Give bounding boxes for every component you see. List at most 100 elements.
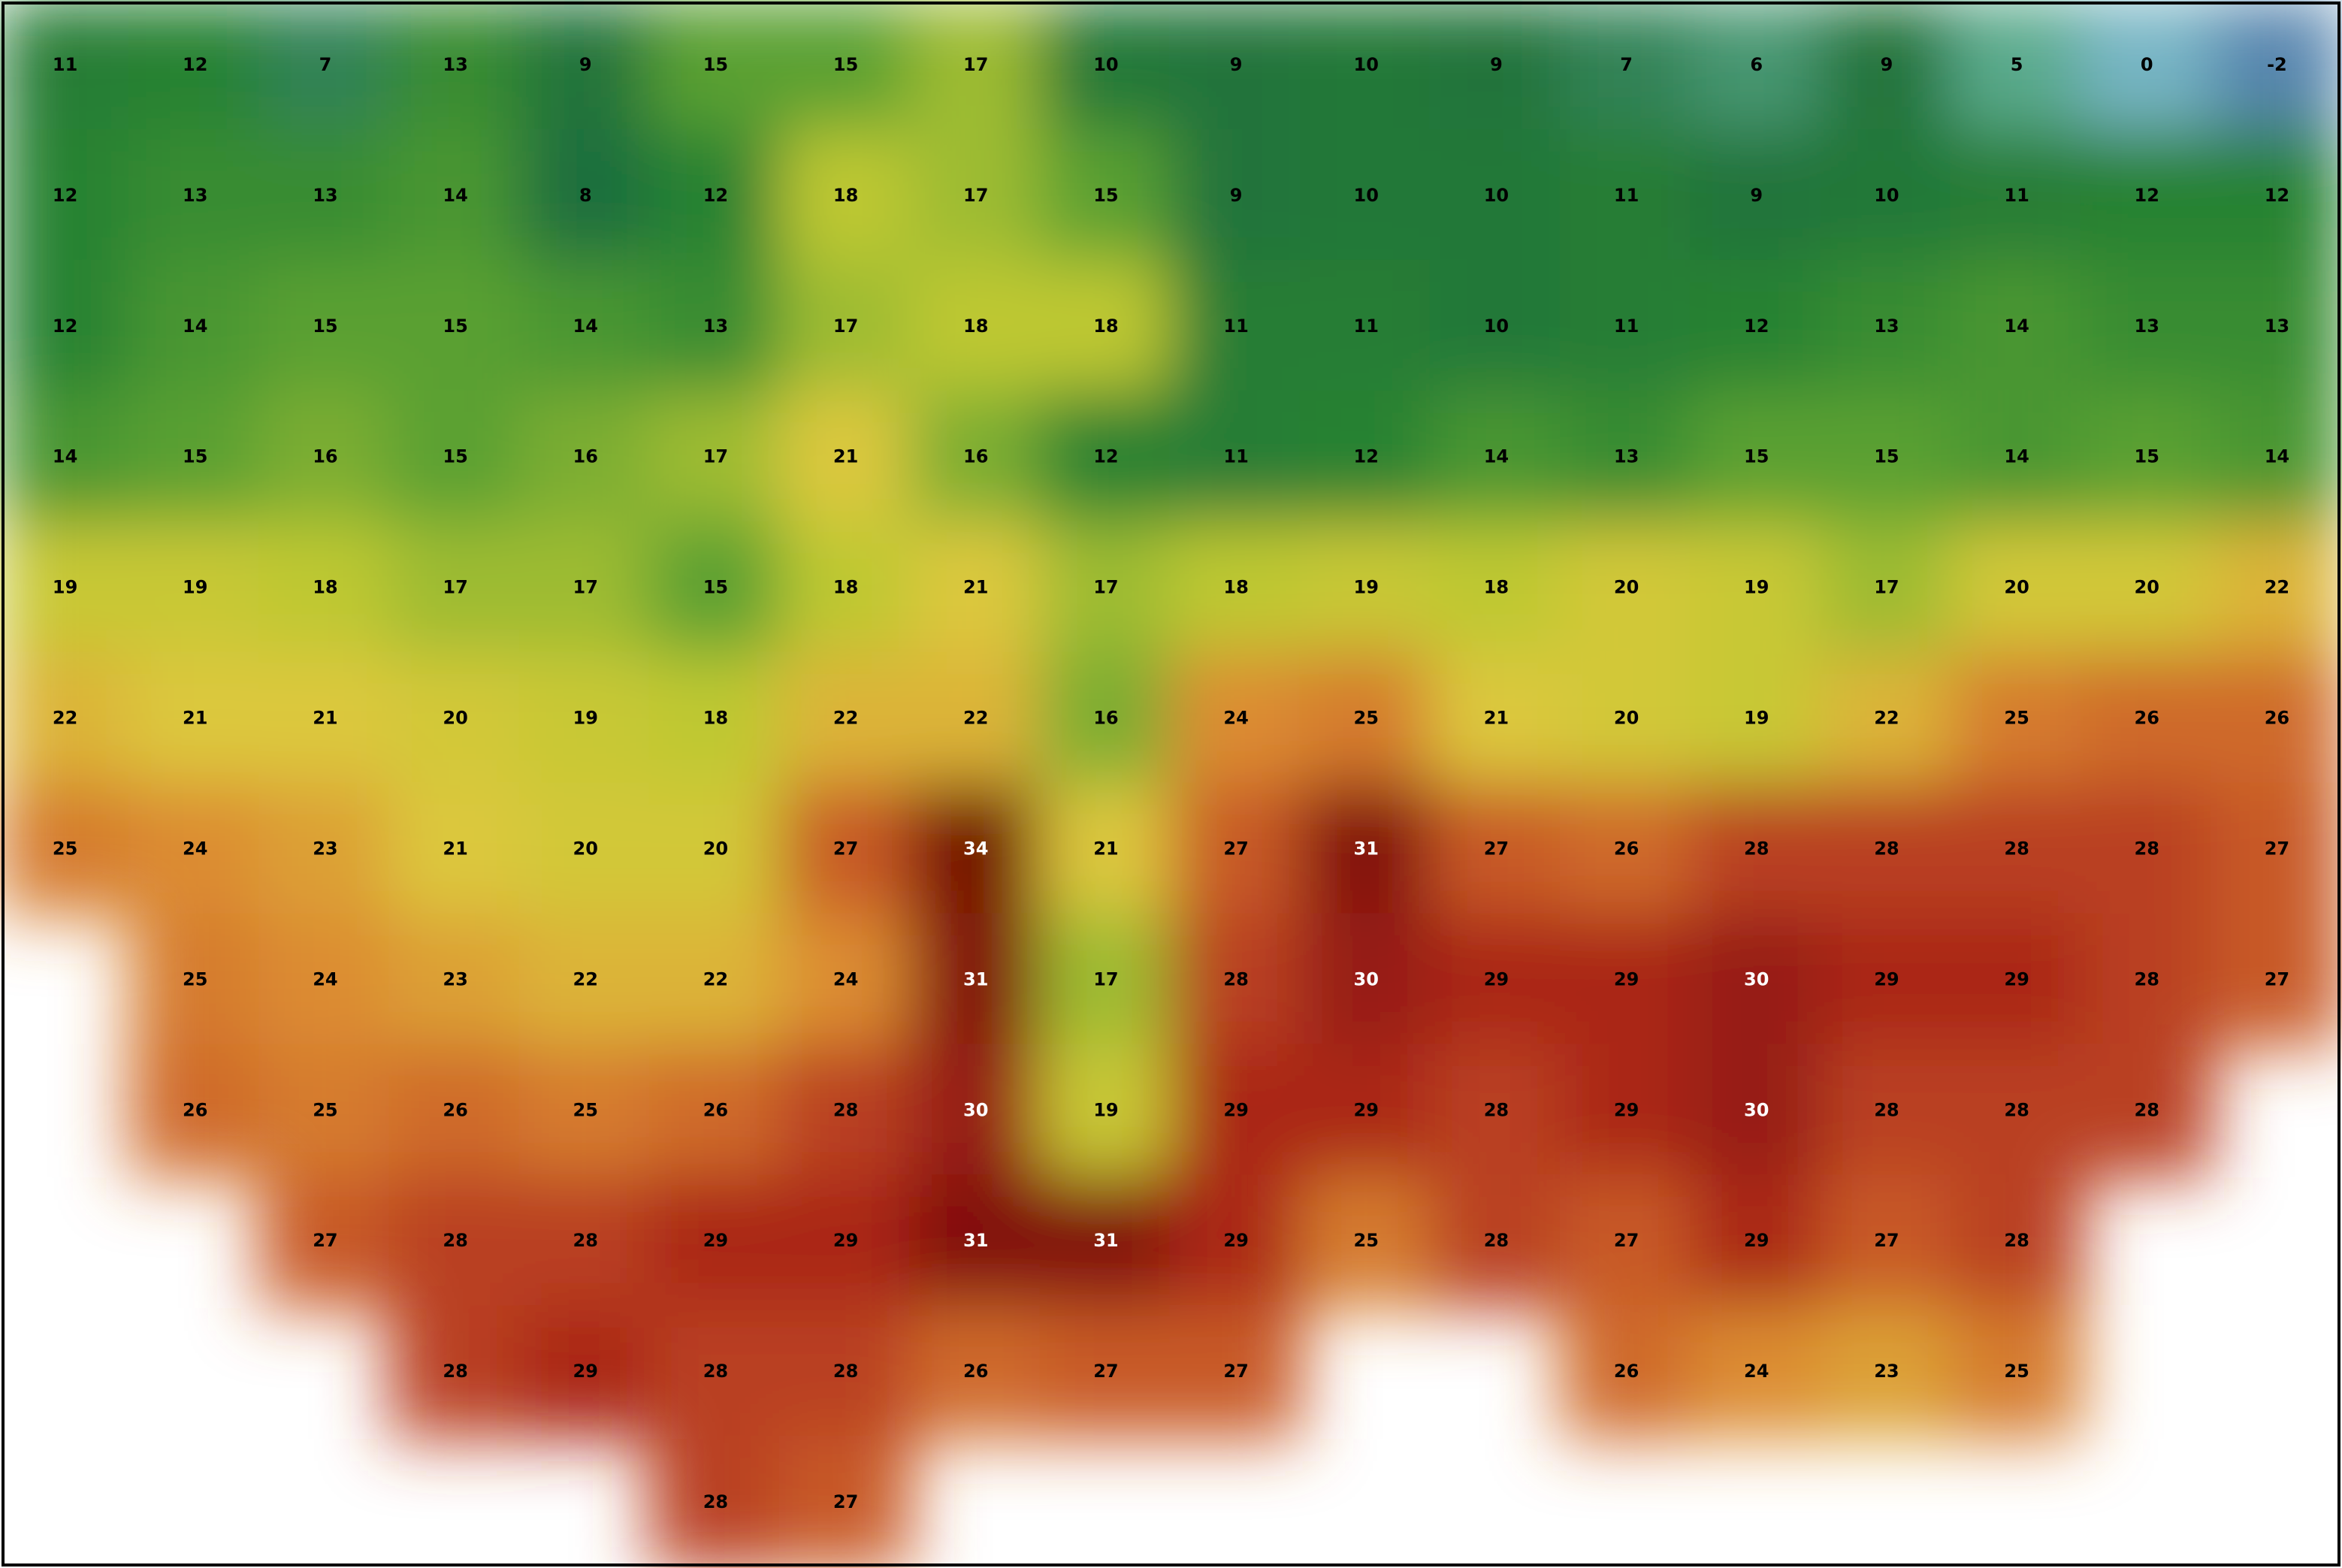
temperature-label: 25 [183,968,207,989]
temperature-label: 18 [963,316,988,337]
temperature-label: 18 [1093,316,1118,337]
temperature-label: 11 [53,54,77,75]
temperature-cell [1169,913,1303,1047]
temperature-label: 19 [573,708,598,729]
temperature-label: 34 [963,838,988,859]
temperature-cell [1169,521,1303,655]
temperature-label: 13 [703,316,728,337]
temperature-label: 7 [1620,54,1633,75]
temperature-cell [0,128,132,263]
temperature-cell [648,1305,782,1440]
temperature-label: 5 [2011,54,2023,75]
temperature-label: 29 [1223,1230,1248,1251]
temperature-label: 29 [1874,968,1899,989]
temperature-label: 29 [1744,1230,1769,1251]
temperature-cell [388,0,522,132]
temperature-label: 10 [1484,316,1509,337]
temperature-label: 29 [1614,968,1639,989]
temperature-label: 23 [313,838,337,859]
temperature-label: 29 [1354,1099,1379,1120]
temperature-label: 25 [2004,708,2029,729]
temperature-label: 15 [1744,446,1769,467]
temperature-cell [518,0,652,132]
temperature-label: 13 [183,185,207,206]
temperature-label: 28 [833,1099,858,1120]
temperature-label: 29 [1484,968,1509,989]
temperature-cell [128,521,262,655]
temperature-label: 18 [1223,577,1248,598]
temperature-label: 28 [2135,1099,2159,1120]
temperature-label: 28 [573,1230,598,1251]
temperature-cell [1169,1305,1303,1440]
temperature-label: 13 [313,185,337,206]
temperature-label: 19 [183,577,207,598]
temperature-cell [1690,913,1824,1047]
temperature-label: 18 [1484,577,1509,598]
temperature-cell [1950,1044,2084,1178]
temperature-label: 28 [2004,1230,2029,1251]
temperature-label: 17 [1093,577,1118,598]
temperature-label: 23 [1874,1361,1899,1382]
temperature-cell [518,128,652,263]
temperature-cell [648,1044,782,1178]
temperature-label: 12 [1744,316,1769,337]
temperature-cell [258,0,392,132]
temperature-cell [1950,390,2084,524]
temperature-cell [388,1305,522,1440]
temperature-cell [2210,0,2342,132]
temperature-label: 27 [1223,1361,1248,1382]
temperature-cell [518,1305,652,1440]
temperature-label: 9 [1230,54,1243,75]
temperature-cell [1039,782,1173,917]
temperature-cell [388,390,522,524]
temperature-cell [258,1044,392,1178]
temperature-label: 31 [963,968,988,989]
temperature-cell [1820,1174,1954,1309]
temperature-cell [1429,128,1563,263]
temperature-cell [779,1044,913,1178]
temperature-label: 24 [833,968,858,989]
temperature-cell [518,913,652,1047]
temperature-cell [1560,1174,1694,1309]
temperature-cell [1169,1044,1303,1178]
temperature-label: 28 [1484,1099,1509,1120]
temperature-cell [1169,1174,1303,1309]
temperature-cell [1560,1044,1694,1178]
temperature-label: 25 [1354,1230,1379,1251]
temperature-cell [1690,390,1824,524]
temperature-label: 25 [313,1099,337,1120]
temperature-cell [1560,913,1694,1047]
temperature-cell [779,913,913,1047]
temperature-cell [0,651,132,786]
temperature-cell [1169,651,1303,786]
temperature-cell [1820,521,1954,655]
temperature-label: 20 [443,708,467,729]
temperature-cell [0,521,132,655]
temperature-cell [518,1174,652,1309]
temperature-label: 9 [579,54,592,75]
temperature-cell [258,782,392,917]
temperature-cell [1690,1044,1824,1178]
temperature-cell [1299,128,1433,263]
temperature-label: 27 [313,1230,337,1251]
temperature-label: 26 [963,1361,988,1382]
temperature-label: 30 [1744,1099,1769,1120]
temperature-label: 9 [1490,54,1503,75]
temperature-cell [779,651,913,786]
temperature-label: 21 [1093,838,1118,859]
temperature-cell [518,1044,652,1178]
temperature-cell [1560,521,1694,655]
temperature-label: 15 [443,316,467,337]
temperature-label: 27 [833,1491,858,1512]
temperature-cell [2080,128,2214,263]
temperature-cell [1039,1174,1173,1309]
temperature-label: 31 [1354,838,1379,859]
temperature-label: 13 [2265,316,2289,337]
temperature-label: 20 [1614,577,1639,598]
temperature-label: 14 [183,316,207,337]
temperature-label: 13 [1874,316,1899,337]
temperature-label: 28 [2135,968,2159,989]
temperature-label: 27 [1614,1230,1639,1251]
temperature-cell [1950,259,2084,394]
